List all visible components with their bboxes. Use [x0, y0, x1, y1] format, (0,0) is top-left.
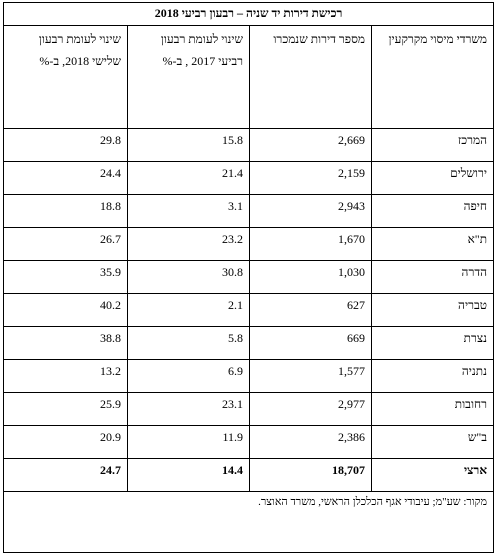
office-name: נצרת [371, 326, 495, 360]
value-cell: 18.8 [2, 194, 129, 228]
office-name: ת"א [371, 227, 495, 261]
value-cell: 26.7 [2, 227, 129, 261]
total-value: 18,707 [249, 458, 373, 492]
total-label: ארצי [371, 458, 495, 492]
office-name: נתניה [371, 359, 495, 393]
total-value: 24.7 [2, 458, 129, 492]
value-cell: 38.8 [2, 326, 129, 360]
value-cell: 627 [249, 293, 373, 327]
source-note: מקור: שע"מ; עיבודי אגף הכלכלן הראשי, משר… [2, 491, 495, 553]
data-row: טבריה 627 2.1 40.2 [2, 293, 495, 327]
data-row: נתניה 1,577 6.9 13.2 [2, 359, 495, 393]
office-name: רחובות [371, 392, 495, 426]
value-cell: 15.8 [127, 128, 251, 162]
value-cell: 24.4 [2, 161, 129, 195]
total-value: 14.4 [127, 458, 251, 492]
value-cell: 2,386 [249, 425, 373, 459]
value-cell: 669 [249, 326, 373, 360]
value-cell: 21.4 [127, 161, 251, 195]
value-cell: 25.9 [2, 392, 129, 426]
header-row: משרדי מיסוי מקרקעין מספר דירות שנמכרו שינו… [2, 25, 495, 129]
source-row: מקור: שע"מ; עיבודי אגף הכלכלן הראשי, משר… [2, 491, 495, 553]
data-row: ירושלים 2,159 21.4 24.4 [2, 161, 495, 195]
table-title: רכישת דירות יד שניה – רבעון רביעי 2018 [2, 2, 495, 26]
value-cell: 35.9 [2, 260, 129, 294]
value-cell: 2,977 [249, 392, 373, 426]
value-cell: 5.8 [127, 326, 251, 360]
value-cell: 11.9 [127, 425, 251, 459]
data-row: רחובות 2,977 23.1 25.9 [2, 392, 495, 426]
office-name: ב"ש [371, 425, 495, 459]
data-row: הדרה 1,030 30.8 35.9 [2, 260, 495, 294]
value-cell: 6.9 [127, 359, 251, 393]
value-cell: 20.9 [2, 425, 129, 459]
value-cell: 29.8 [2, 128, 129, 162]
header-cell: מספר דירות שנמכרו [249, 25, 373, 129]
header-cell: שינוי לעומת רבעון רביעי 2017 , ב-% [127, 25, 251, 129]
office-name: ירושלים [371, 161, 495, 195]
data-row: המרכז 2,669 15.8 29.8 [2, 128, 495, 162]
data-row: ב"ש 2,386 11.9 20.9 [2, 425, 495, 459]
value-cell: 1,670 [249, 227, 373, 261]
value-cell: 1,577 [249, 359, 373, 393]
value-cell: 23.1 [127, 392, 251, 426]
header-cell: שינוי לעומת רבעון שלישי 2018, ב-% [2, 25, 129, 129]
value-cell: 23.2 [127, 227, 251, 261]
value-cell: 2,159 [249, 161, 373, 195]
office-name: הדרה [371, 260, 495, 294]
value-cell: 13.2 [2, 359, 129, 393]
total-row: ארצי 18,707 14.4 24.7 [2, 458, 495, 492]
data-row: ת"א 1,670 23.2 26.7 [2, 227, 495, 261]
title-row: רכישת דירות יד שניה – רבעון רביעי 2018 [2, 2, 495, 26]
value-cell: 2,669 [249, 128, 373, 162]
value-cell: 1,030 [249, 260, 373, 294]
value-cell: 2.1 [127, 293, 251, 327]
data-row: נצרת 669 5.8 38.8 [2, 326, 495, 360]
office-name: המרכז [371, 128, 495, 162]
value-cell: 40.2 [2, 293, 129, 327]
value-cell: 3.1 [127, 194, 251, 228]
data-row: חיפה 2,943 3.1 18.8 [2, 194, 495, 228]
value-cell: 30.8 [127, 260, 251, 294]
value-cell: 2,943 [249, 194, 373, 228]
office-name: טבריה [371, 293, 495, 327]
office-name: חיפה [371, 194, 495, 228]
header-cell: משרדי מיסוי מקרקעין [371, 25, 495, 129]
